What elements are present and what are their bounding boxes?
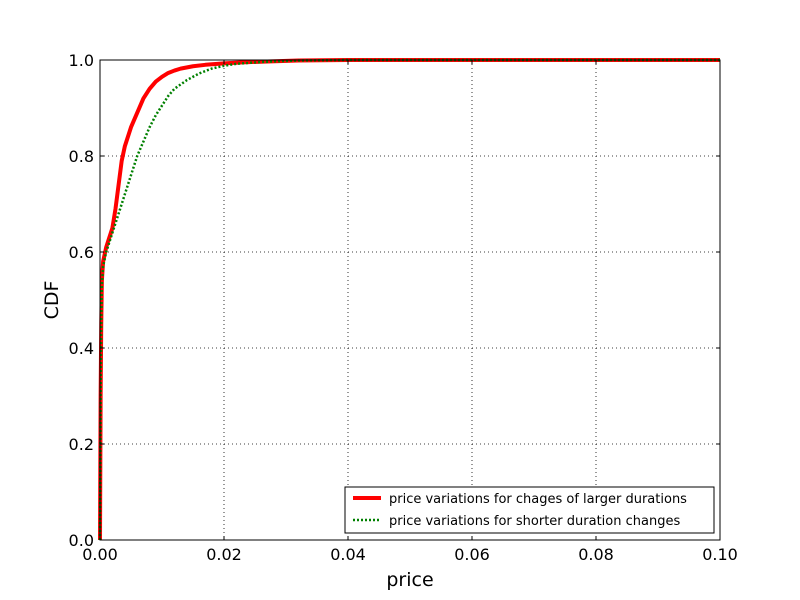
y-tick-label: 1.0: [69, 51, 94, 70]
legend-label-shorter-durations: price variations for shorter duration ch…: [389, 514, 680, 529]
y-axis-label: CDF: [41, 281, 63, 320]
y-tick-label: 0.4: [69, 339, 94, 358]
y-tick-label: 0.0: [69, 531, 94, 550]
x-tick-label: 0.06: [454, 545, 490, 564]
series-lines: [98, 58, 720, 541]
y-tick-label: 0.6: [69, 243, 94, 262]
grid: [100, 60, 720, 540]
y-tick-label: 0.2: [69, 435, 94, 454]
legend: price variations for chages of larger du…: [344, 486, 715, 534]
x-tick-label: 0.02: [206, 545, 242, 564]
axis-ticks: 0.00 0.02 0.04 0.06 0.08 0.10 0.0 0.2 0.4 0.6 0.8 1…: [69, 51, 738, 564]
x-tick-label: 0.04: [330, 545, 366, 564]
legend-box: [344, 486, 715, 534]
x-tick-label: 0.08: [578, 545, 614, 564]
x-tick-label: 0.00: [82, 545, 118, 564]
plot-frame: [99, 59, 721, 541]
series-line-shorter-durations: [98, 58, 720, 541]
x-tick-label: 0.10: [702, 545, 738, 564]
legend-label-larger-durations: price variations for chages of larger du…: [389, 492, 687, 507]
y-tick-label: 0.8: [69, 147, 94, 166]
x-axis-label: price: [386, 569, 433, 591]
